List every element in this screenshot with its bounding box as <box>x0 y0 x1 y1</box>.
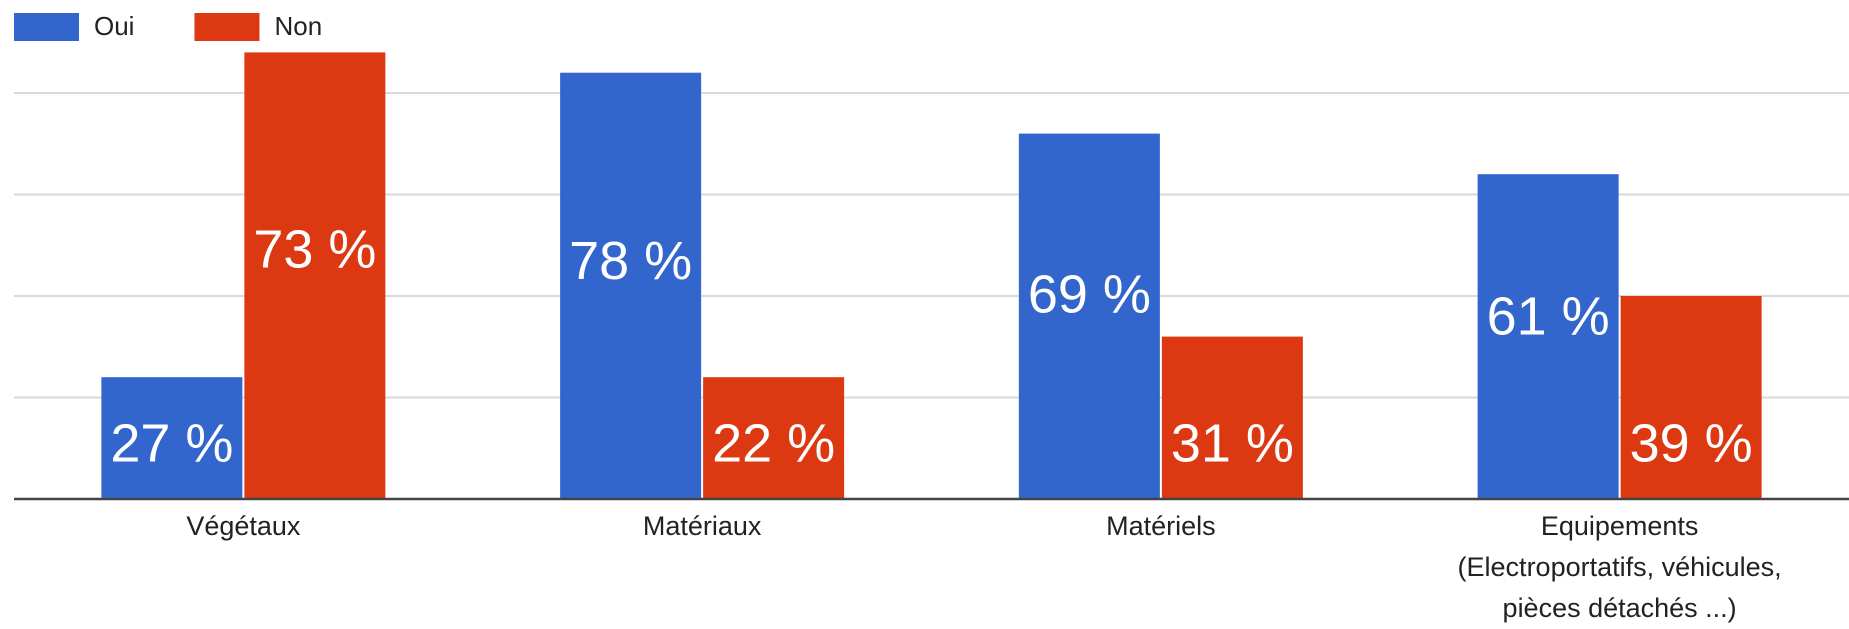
bar <box>1161 336 1303 499</box>
data-label: 27 % <box>110 413 233 473</box>
bar <box>1018 133 1160 499</box>
legend-swatch <box>194 13 260 41</box>
x-tick-label: Equipements (Electroportatifs, véhicules… <box>1457 511 1782 623</box>
bar <box>560 72 702 499</box>
bar <box>703 377 845 499</box>
bar <box>101 377 243 499</box>
data-label: 39 % <box>1630 413 1753 473</box>
x-tick-label: Matériels <box>1106 511 1216 541</box>
bar <box>1477 174 1619 499</box>
data-label: 61 % <box>1487 287 1610 347</box>
data-label: 31 % <box>1171 413 1294 473</box>
data-label: 69 % <box>1028 264 1151 324</box>
x-tick-label: Matériaux <box>642 511 762 541</box>
bar <box>244 52 386 500</box>
legend-label: Oui <box>94 11 134 41</box>
legend-label: Non <box>274 11 322 41</box>
x-tick-label: Végétaux <box>186 511 301 541</box>
data-label: 78 % <box>569 231 692 291</box>
bar <box>1620 296 1762 499</box>
legend-swatch <box>14 13 79 41</box>
data-label: 73 % <box>253 220 376 280</box>
data-label: 22 % <box>712 413 835 473</box>
